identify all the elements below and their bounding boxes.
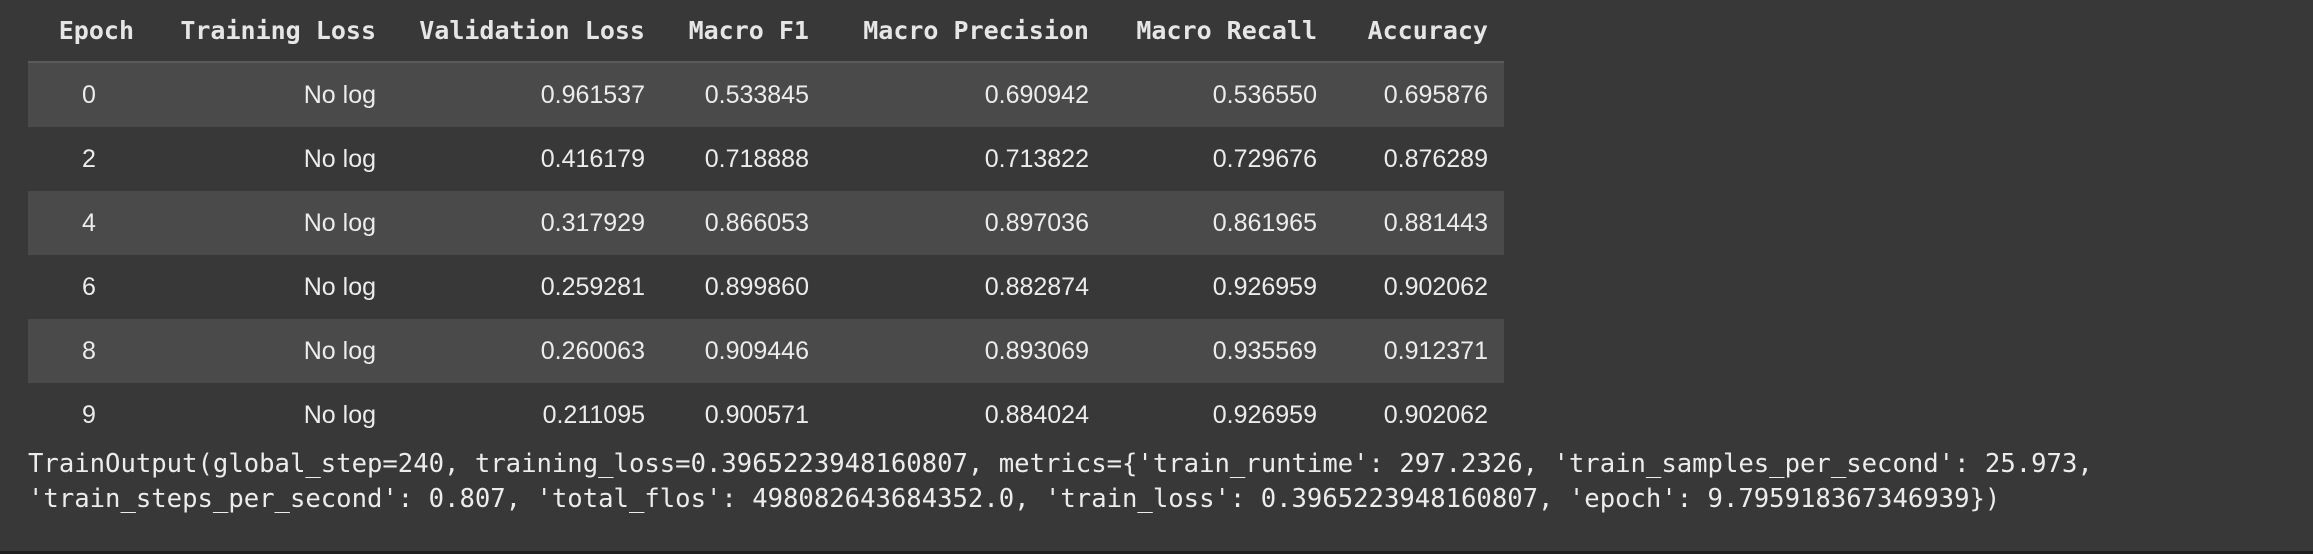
cell-macro-precision: 0.690942: [825, 62, 1105, 127]
cell-training-loss: No log: [150, 383, 392, 447]
cell-macro-f1: 0.899860: [661, 255, 825, 319]
cell-macro-f1: 0.909446: [661, 319, 825, 383]
cell-epoch: 0: [28, 62, 150, 127]
cell-macro-recall: 0.729676: [1105, 127, 1333, 191]
column-header-macro-recall: Macro Recall: [1105, 0, 1333, 63]
cell-macro-recall: 0.926959: [1105, 255, 1333, 319]
table-header-row: Epoch Training Loss Validation Loss Macr…: [28, 0, 1504, 63]
cell-accuracy: 0.912371: [1333, 319, 1504, 383]
cell-epoch: 2: [28, 127, 150, 191]
table-row: 8 No log 0.260063 0.909446 0.893069 0.93…: [28, 319, 1504, 383]
cell-validation-loss: 0.259281: [392, 255, 661, 319]
column-header-validation-loss: Validation Loss: [392, 0, 661, 63]
cell-macro-f1: 0.866053: [661, 191, 825, 255]
cell-macro-precision: 0.893069: [825, 319, 1105, 383]
training-metrics-table: Epoch Training Loss Validation Loss Macr…: [28, 0, 1504, 447]
train-output-text: TrainOutput(global_step=240, training_lo…: [28, 447, 2093, 517]
table-row: 2 No log 0.416179 0.718888 0.713822 0.72…: [28, 127, 1504, 191]
cell-validation-loss: 0.260063: [392, 319, 661, 383]
cell-training-loss: No log: [150, 319, 392, 383]
train-output-line: 'train_steps_per_second': 0.807, 'total_…: [28, 484, 2001, 514]
table-row: 9 No log 0.211095 0.900571 0.884024 0.92…: [28, 383, 1504, 447]
column-header-accuracy: Accuracy: [1333, 0, 1504, 63]
column-header-macro-f1: Macro F1: [661, 0, 825, 63]
cell-macro-recall: 0.926959: [1105, 383, 1333, 447]
table-row: 6 No log 0.259281 0.899860 0.882874 0.92…: [28, 255, 1504, 319]
cell-epoch: 6: [28, 255, 150, 319]
cell-epoch: 9: [28, 383, 150, 447]
cell-epoch: 8: [28, 319, 150, 383]
cell-accuracy: 0.902062: [1333, 383, 1504, 447]
column-header-training-loss: Training Loss: [150, 0, 392, 63]
cell-validation-loss: 0.416179: [392, 127, 661, 191]
column-header-macro-precision: Macro Precision: [825, 0, 1105, 63]
cell-validation-loss: 0.317929: [392, 191, 661, 255]
cell-macro-recall: 0.536550: [1105, 62, 1333, 127]
cell-macro-precision: 0.897036: [825, 191, 1105, 255]
cell-macro-precision: 0.713822: [825, 127, 1105, 191]
table-row: 0 No log 0.961537 0.533845 0.690942 0.53…: [28, 62, 1504, 127]
cell-accuracy: 0.876289: [1333, 127, 1504, 191]
cell-macro-recall: 0.861965: [1105, 191, 1333, 255]
cell-validation-loss: 0.961537: [392, 62, 661, 127]
column-header-epoch: Epoch: [28, 0, 150, 63]
table-row: 4 No log 0.317929 0.866053 0.897036 0.86…: [28, 191, 1504, 255]
cell-training-loss: No log: [150, 255, 392, 319]
cell-macro-f1: 0.533845: [661, 62, 825, 127]
cell-macro-precision: 0.882874: [825, 255, 1105, 319]
cell-training-loss: No log: [150, 62, 392, 127]
cell-validation-loss: 0.211095: [392, 383, 661, 447]
cell-training-loss: No log: [150, 191, 392, 255]
cell-macro-f1: 0.900571: [661, 383, 825, 447]
cell-training-loss: No log: [150, 127, 392, 191]
cell-macro-recall: 0.935569: [1105, 319, 1333, 383]
cell-macro-precision: 0.884024: [825, 383, 1105, 447]
output-divider: [0, 551, 2313, 554]
cell-accuracy: 0.881443: [1333, 191, 1504, 255]
cell-accuracy: 0.695876: [1333, 62, 1504, 127]
cell-epoch: 4: [28, 191, 150, 255]
cell-accuracy: 0.902062: [1333, 255, 1504, 319]
train-output-line: TrainOutput(global_step=240, training_lo…: [28, 449, 2093, 479]
cell-macro-f1: 0.718888: [661, 127, 825, 191]
